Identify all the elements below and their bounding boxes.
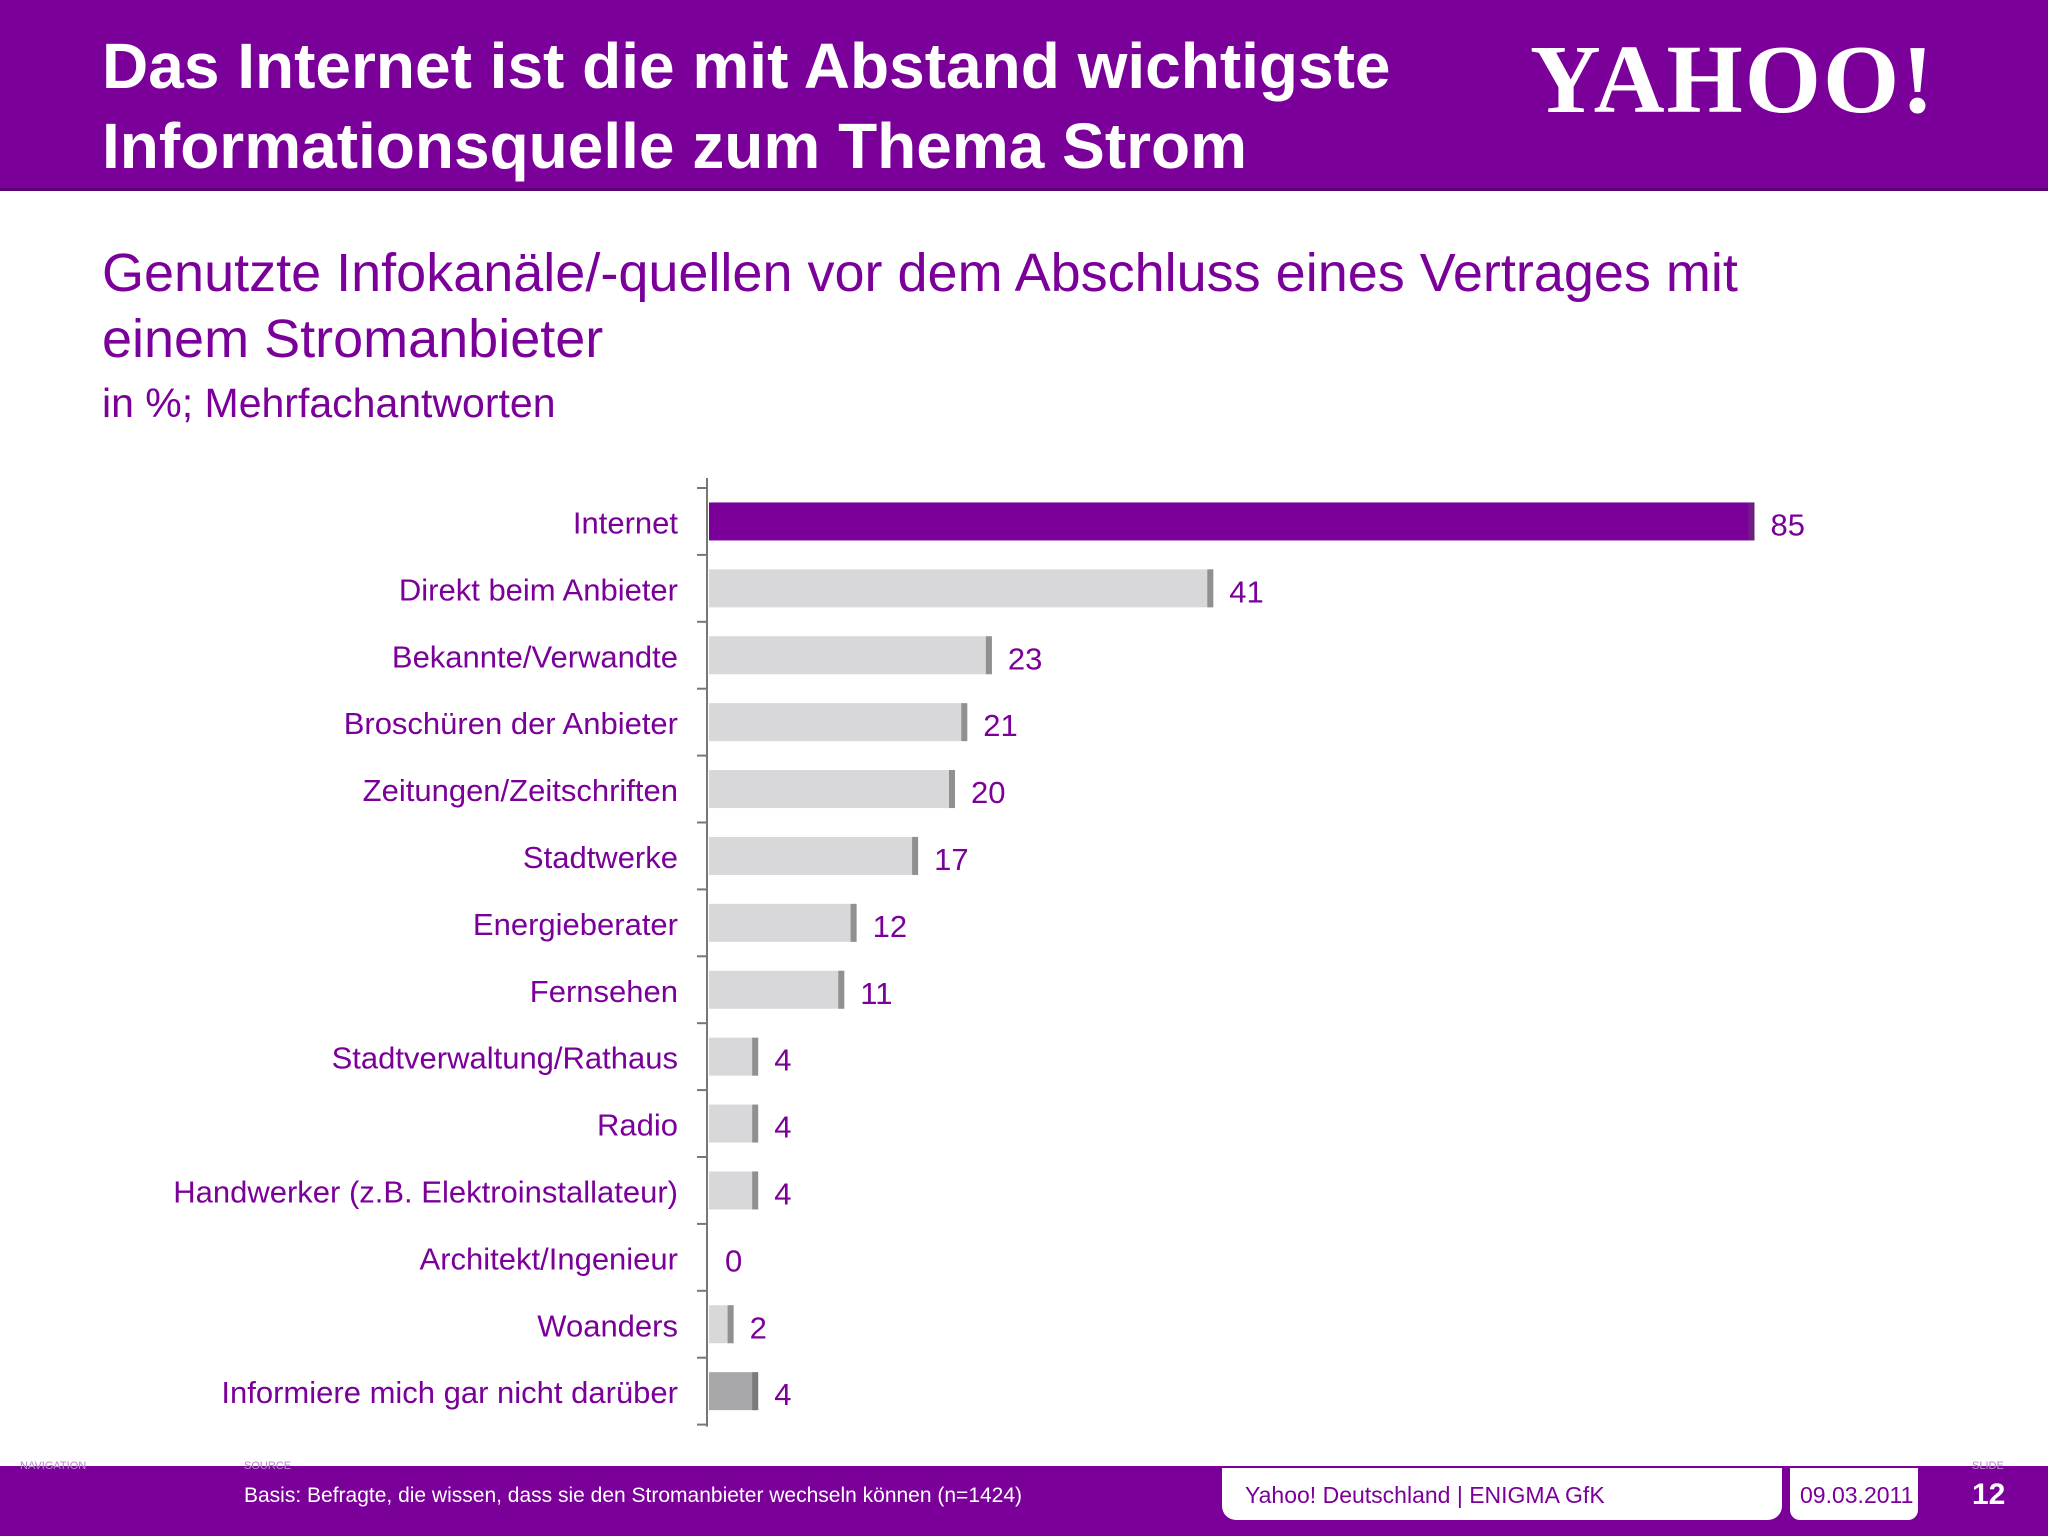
- value-label: 4: [774, 1110, 791, 1145]
- bar: [709, 1037, 759, 1076]
- category-label: Bekannte/Verwandte: [392, 639, 678, 674]
- unit-note: in %; Mehrfachantworten: [102, 380, 556, 426]
- bar-end-shade: [752, 1037, 759, 1076]
- footer-source: Yahoo! Deutschland | ENIGMA GfK: [1245, 1482, 1605, 1508]
- slide-title-line-1: Das Internet ist die mit Abstand wichtig…: [102, 30, 1391, 102]
- value-label: 85: [1771, 507, 1805, 542]
- category-label: Stadtwerke: [523, 840, 678, 875]
- slide-title-line-2: Informationsquelle zum Thema Strom: [102, 110, 1248, 182]
- bar-end-shade: [752, 1372, 759, 1411]
- footer-source-label: SOURCE: [244, 1460, 292, 1472]
- bar: [709, 903, 857, 942]
- slide-title: Das Internet ist die mit Abstand wichtig…: [102, 26, 1502, 186]
- bar-chart: Internet 85 Direkt beim Anbieter 41 Bekannte…: [173, 478, 1805, 1427]
- bar-end-shade: [727, 1305, 734, 1344]
- category-label: Informiere mich gar nicht darüber: [221, 1375, 678, 1410]
- bar: [709, 502, 1755, 541]
- category-label: Energieberater: [473, 907, 678, 942]
- value-label: 41: [1229, 574, 1263, 609]
- bar-end-shade: [752, 1171, 759, 1210]
- bar-end-shade: [912, 836, 919, 875]
- value-label: 2: [750, 1310, 767, 1345]
- category-label: Zeitungen/Zeitschriften: [363, 773, 678, 808]
- bar: [709, 1171, 759, 1210]
- category-label: Woanders: [537, 1308, 678, 1343]
- bar: [709, 1372, 759, 1411]
- category-label: Architekt/Ingenieur: [420, 1241, 678, 1276]
- bar: [709, 836, 919, 875]
- basis-note: Basis: Befragte, die wissen, dass sie de…: [244, 1484, 1023, 1507]
- page-number: 12: [1972, 1478, 2006, 1511]
- value-label: 4: [774, 1043, 791, 1078]
- bar-end-shade: [985, 636, 992, 675]
- bar-end-shade: [850, 903, 857, 942]
- bar: [709, 1104, 759, 1143]
- value-label: 4: [774, 1377, 791, 1412]
- header-bar: [0, 0, 2048, 191]
- bar-end-shade: [752, 1104, 759, 1143]
- chart-subtitle-line-2: einem Stromanbieter: [102, 309, 604, 369]
- category-label: Handwerker (z.B. Elektroinstallateur): [173, 1174, 678, 1209]
- footer-date-box: [1790, 1468, 1918, 1520]
- bar-end-shade: [1748, 502, 1755, 541]
- bar: [709, 636, 992, 675]
- category-label: Direkt beim Anbieter: [399, 572, 678, 607]
- bar-end-shade: [961, 703, 968, 742]
- yahoo-logo: YAHOO!: [1530, 26, 1936, 134]
- value-label: 23: [1008, 641, 1042, 676]
- footer-slide-label: SLIDE: [1972, 1460, 2004, 1472]
- category-label: Stadtverwaltung/Rathaus: [332, 1041, 678, 1076]
- value-label: 17: [934, 842, 968, 877]
- bar-end-shade: [838, 970, 845, 1009]
- chart-subtitle: Genutzte Infokanäle/-quellen vor dem Abs…: [102, 240, 1902, 372]
- value-label: 20: [971, 775, 1005, 810]
- footer-navigation-label: NAVIGATION: [20, 1460, 87, 1472]
- value-label: 0: [725, 1243, 742, 1278]
- bar: [709, 770, 955, 809]
- category-label: Internet: [573, 505, 679, 540]
- footer-date: 09.03.2011: [1800, 1482, 1914, 1508]
- category-label: Radio: [597, 1108, 678, 1143]
- bar-end-shade: [1207, 569, 1214, 608]
- category-label: Fernsehen: [530, 974, 678, 1009]
- bar: [709, 703, 968, 742]
- value-label: 21: [983, 708, 1017, 743]
- bar-end-shade: [949, 770, 955, 809]
- chart-subtitle-line-1: Genutzte Infokanäle/-quellen vor dem Abs…: [102, 243, 1738, 303]
- category-label: Broschüren der Anbieter: [344, 706, 678, 741]
- value-label: 12: [873, 909, 907, 944]
- footer-source-box: [1222, 1468, 1782, 1520]
- value-label: 11: [860, 976, 892, 1011]
- bar: [709, 970, 845, 1009]
- bar: [709, 569, 1214, 608]
- value-label: 4: [774, 1176, 791, 1211]
